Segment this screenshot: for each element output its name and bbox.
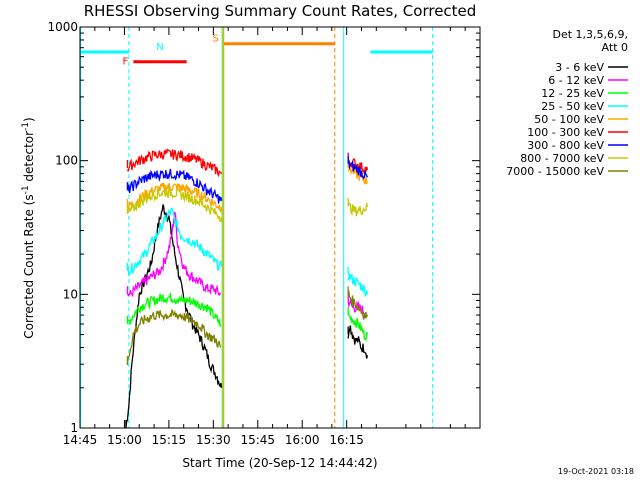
chart-title: RHESSI Observing Summary Count Rates, Co… (84, 2, 477, 20)
series-line-5-0 (126, 148, 223, 178)
x-tick-label-6: 16:15 (329, 433, 364, 447)
legend-label-2: 12 - 25 keV (541, 87, 604, 100)
flag-label-2: S (213, 34, 219, 45)
series-line-8-1 (347, 289, 369, 320)
x-tick-label-5: 16:00 (285, 433, 320, 447)
flag-label-1: F (122, 57, 128, 68)
axes: 14:45 15:00 15:15 15:30 15:45 16:00 16:15 1 10 10… (47, 20, 480, 447)
flag-label-0: N (156, 42, 163, 53)
series-line-8-0 (126, 308, 222, 366)
series-line-0-1 (347, 325, 369, 359)
y-label-sup2: -1 (21, 122, 31, 131)
series-line-3-1 (347, 273, 369, 298)
x-tick-label-3: 15:30 (196, 433, 231, 447)
y-label-sup1: -1 (21, 185, 31, 194)
series-line-3-0 (126, 207, 223, 277)
y-tick-label-2: 100 (55, 154, 78, 168)
series-line-4-0 (126, 182, 223, 214)
series-line-6-1 (347, 160, 369, 180)
series-line-2-0 (127, 292, 222, 327)
series-line-6-0 (126, 168, 223, 204)
x-tick-label-0: 14:45 (63, 433, 98, 447)
x-tick-label-2: 15:15 (152, 433, 187, 447)
legend-label-3: 25 - 50 keV (541, 100, 604, 113)
legend-label-7: 800 - 7000 keV (520, 152, 604, 165)
y-tick-label-1: 10 (63, 287, 78, 301)
x-tick-label-1: 15:00 (107, 433, 142, 447)
x-tick-label-4: 15:45 (240, 433, 275, 447)
legend-label-8: 7000 - 15000 keV (506, 165, 604, 178)
y-axis-label: Corrected Count Rate (s-1 detector-1) (21, 117, 36, 338)
legend-header-1: Det 1,3,5,6,9, (552, 28, 628, 41)
legend-label-0: 3 - 6 keV (555, 61, 604, 74)
plot-area: N F S (80, 27, 434, 429)
series-line-2-1 (347, 311, 369, 343)
legend-label-6: 300 - 800 keV (527, 139, 604, 152)
y-tick-label-0: 1 (70, 421, 78, 435)
legend-header-2: Att 0 (602, 41, 628, 54)
series-line-7-1 (347, 202, 369, 217)
y-label-end: ) (22, 117, 36, 122)
legend-label-4: 50 - 100 keV (534, 113, 604, 126)
y-label-main: Corrected Count Rate (s (22, 194, 36, 338)
plot-frame (79, 26, 481, 429)
y-tick-label-3: 1000 (47, 20, 78, 34)
y-label-mid: detector (22, 131, 36, 186)
legend-label-1: 6 - 12 keV (548, 74, 604, 87)
footer-timestamp: 19-Oct-2021 03:18 (558, 467, 634, 476)
x-axis-label: Start Time (20-Sep-12 14:44:42) (182, 456, 377, 470)
legend-label-5: 100 - 300 keV (527, 126, 604, 139)
series-line-7-0 (127, 185, 223, 223)
series-line-0-0 (125, 204, 223, 429)
